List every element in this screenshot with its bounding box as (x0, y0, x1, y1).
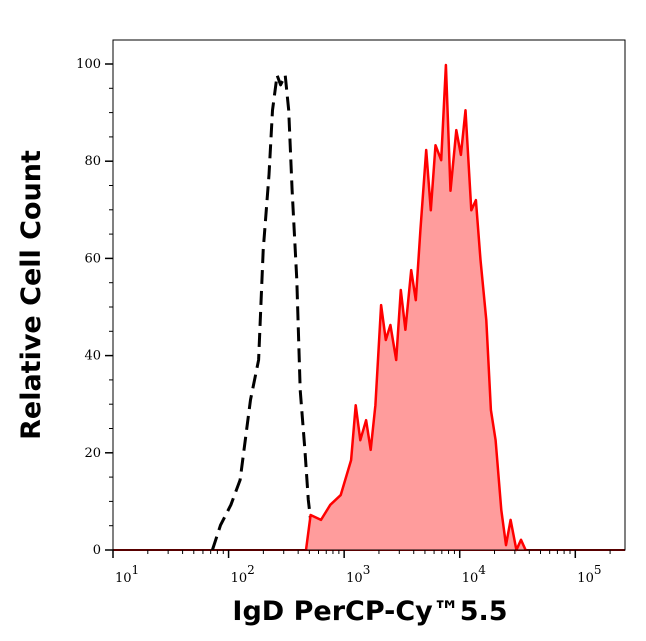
x-tick-exponent: 1 (132, 563, 140, 577)
y-tick-label: 60 (84, 251, 101, 266)
plot-series-layer (113, 63, 625, 552)
y-tick-label: 80 (84, 154, 101, 169)
x-tick-label: 103 (346, 563, 370, 586)
y-tick-label: 100 (76, 57, 101, 72)
x-tick-exponent: 3 (363, 563, 371, 577)
x-tick-exponent: 2 (247, 563, 255, 577)
x-axis-title: IgD PerCP-Cy™5.5 (232, 596, 507, 627)
y-tick-label: 40 (84, 349, 101, 364)
stained-histogram-line (304, 63, 527, 552)
x-tick-base: 10 (577, 571, 594, 586)
x-tick-label: 102 (231, 563, 255, 586)
x-tick-base: 10 (115, 571, 132, 586)
control-histogram-line (210, 73, 321, 551)
x-tick-base: 10 (231, 571, 248, 586)
x-tick-exponent: 5 (594, 563, 602, 577)
x-tick-label: 105 (577, 563, 601, 586)
y-tick-label: 20 (84, 446, 101, 461)
x-tick-base: 10 (346, 571, 363, 586)
x-tick-exponent: 4 (478, 563, 486, 577)
x-tick-label: 104 (462, 563, 487, 586)
x-tick-label: 101 (115, 563, 139, 586)
stained-histogram-fill (306, 65, 526, 550)
x-tick-base: 10 (462, 571, 479, 586)
y-axis-title: Relative Cell Count (16, 150, 47, 440)
y-tick-label: 0 (93, 543, 101, 558)
plot-frame (112, 39, 626, 551)
